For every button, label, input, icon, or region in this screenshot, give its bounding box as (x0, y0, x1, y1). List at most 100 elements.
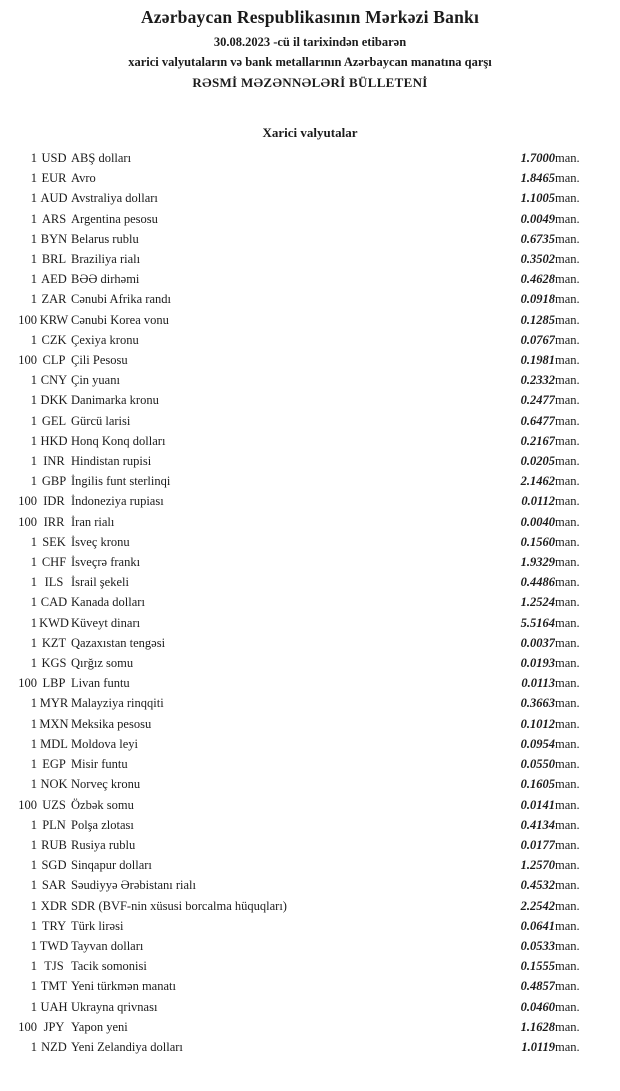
quantity-cell: 100 (18, 353, 37, 368)
currency-name-cell: Yeni Zelandiya dolları (71, 1039, 183, 1054)
unit-label-cell: man. (555, 534, 580, 549)
rate-value-cell: 0.0641 (520, 918, 555, 933)
rate-value-cell: 1.9329 (520, 555, 555, 570)
rate-value-cell: 0.0954 (520, 736, 555, 751)
quantity-cell: 1 (30, 292, 37, 307)
currency-name-cell: Polşa zlotası (71, 817, 134, 832)
quantity-cell: 1 (30, 151, 37, 165)
unit-label-cell: man. (555, 373, 580, 388)
currency-name-cell: Tacik somonisi (71, 959, 147, 974)
currency-code-cell: JPY (43, 1019, 65, 1034)
table-row: 1 ILS İsrail şekeli 0.4486 man. (0, 572, 600, 592)
bulletin-header: Azərbaycan Respublikasının Mərkəzi Bankı… (0, 0, 620, 93)
rate-value-cell: 0.4857 (520, 979, 555, 994)
currency-code-cell: CLP (42, 353, 66, 368)
rate-value-cell: 0.0550 (520, 757, 555, 772)
currency-code-cell: SGD (41, 858, 67, 873)
currency-code-cell: TMT (40, 979, 68, 994)
currency-name-cell: BƏƏ dirhəmi (71, 272, 140, 287)
rate-value-cell: 0.0193 (520, 656, 555, 671)
unit-label-cell: man. (555, 151, 580, 165)
quantity-cell: 1 (30, 858, 37, 873)
currency-code-cell: MXN (39, 716, 69, 731)
table-row: 1 INR Hindistan rupisi 0.0205 man. (0, 451, 600, 471)
unit-label-cell: man. (555, 858, 580, 873)
currency-code-cell: EGP (42, 757, 66, 772)
unit-label-cell: man. (555, 1039, 580, 1054)
currency-name-cell: Qazaxıstan tengəsi (71, 635, 166, 650)
currency-code-cell: EUR (41, 171, 67, 186)
table-row: 1 TRY Türk lirəsi 0.0641 man. (0, 916, 600, 936)
unit-label-cell: man. (555, 635, 580, 650)
quantity-cell: 100 (18, 1019, 37, 1034)
currency-code-cell: MDL (40, 736, 68, 751)
currency-name-cell: Yeni türkmən manatı (71, 979, 176, 994)
unit-label-cell: man. (555, 353, 580, 368)
currency-code-cell: BYN (40, 231, 68, 246)
quantity-cell: 100 (18, 797, 37, 812)
currency-code-cell: BRL (41, 252, 67, 267)
currency-code-cell: CAD (40, 595, 68, 610)
currency-code-cell: TJS (44, 959, 64, 974)
rate-value-cell: 0.3663 (520, 696, 555, 711)
quantity-cell: 1 (30, 716, 37, 731)
quantity-cell: 100 (18, 312, 37, 327)
unit-label-cell: man. (555, 454, 580, 469)
page-title: Azərbaycan Respublikasının Mərkəzi Bankı (140, 7, 480, 27)
unit-label-cell: man. (555, 191, 580, 206)
rate-value-cell: 5.5164 (520, 615, 555, 630)
quantity-cell: 1 (30, 433, 37, 448)
unit-label-cell: man. (555, 615, 580, 630)
unit-label-cell: man. (555, 332, 580, 347)
rate-value-cell: 0.0113 (521, 676, 555, 691)
currency-code-cell: DKK (40, 393, 68, 408)
quantity-cell: 1 (30, 736, 37, 751)
table-row: 100 KRW Cənubi Korea vonu 0.1285 man. (0, 310, 600, 330)
currency-name-cell: Cənubi Korea vonu (71, 312, 169, 327)
unit-label-cell: man. (555, 272, 580, 287)
table-row: 1 XDR SDR (BVF-nin xüsusi borcalma hüquqla… (0, 896, 600, 916)
quantity-cell: 1 (30, 454, 37, 469)
rate-value-cell: 0.6735 (520, 231, 555, 246)
currency-code-cell: XDR (40, 898, 68, 913)
section-title: Xarici valyutalar (262, 125, 358, 140)
quantity-cell: 1 (30, 979, 37, 994)
currency-name-cell: Özbək somu (71, 797, 134, 812)
rate-value-cell: 0.0460 (520, 999, 555, 1014)
quantity-cell: 1 (30, 959, 37, 974)
quantity-cell: 1 (30, 635, 37, 650)
rate-value-cell: 1.2524 (520, 595, 555, 610)
quantity-cell: 1 (30, 393, 37, 408)
unit-label-cell: man. (555, 777, 580, 792)
rate-value-cell: 0.0205 (520, 454, 555, 469)
currency-name-cell: İran rialı (71, 514, 115, 529)
currency-code-cell: ZAR (41, 292, 67, 307)
currency-name-cell: Rusiya rublu (71, 837, 136, 852)
table-row: 1 GBP İngilis funt sterlinqi 2.1462 man. (0, 471, 600, 491)
rate-value-cell: 0.0141 (520, 797, 555, 812)
unit-label-cell: man. (555, 757, 580, 772)
quantity-cell: 1 (30, 999, 37, 1014)
rate-value-cell: 0.1555 (520, 959, 555, 974)
exchange-rates-body: 1 USD ABŞ dolları 1.7000 man. 1 EUR Avro 1.8465 m… (0, 148, 600, 1057)
quantity-cell: 100 (18, 494, 37, 509)
table-row: 1 CNY Çin yuanı 0.2332 man. (0, 370, 600, 390)
table-row: 1 KGS Qırğız somu 0.0193 man. (0, 653, 600, 673)
currency-name-cell: Honq Konq dolları (71, 433, 166, 448)
table-row: 1 USD ABŞ dolları 1.7000 man. (0, 148, 600, 168)
currency-name-cell: Braziliya rialı (71, 252, 141, 267)
rate-value-cell: 1.7000 (520, 151, 555, 165)
unit-label-cell: man. (555, 959, 580, 974)
currency-name-cell: Gürcü larisi (71, 413, 131, 428)
bulletin-title: RƏSMİ MƏZƏNNƏLƏRİ BÜLLETENİ (192, 75, 428, 90)
table-row: 1 KWD Küveyt dinarı 5.5164 man. (0, 613, 600, 633)
currency-code-cell: SEK (42, 534, 66, 549)
quantity-cell: 1 (30, 474, 37, 489)
currency-name-cell: Sinqapur dolları (71, 858, 152, 873)
unit-label-cell: man. (555, 494, 580, 509)
table-row: 1 SAR Səudiyyə Ərəbistanı rialı 0.4532 man. (0, 875, 600, 895)
currency-code-cell: HKD (40, 433, 68, 448)
currency-code-cell: CZK (41, 332, 67, 347)
quantity-cell: 1 (30, 938, 37, 953)
rate-value-cell: 0.4628 (520, 272, 555, 287)
